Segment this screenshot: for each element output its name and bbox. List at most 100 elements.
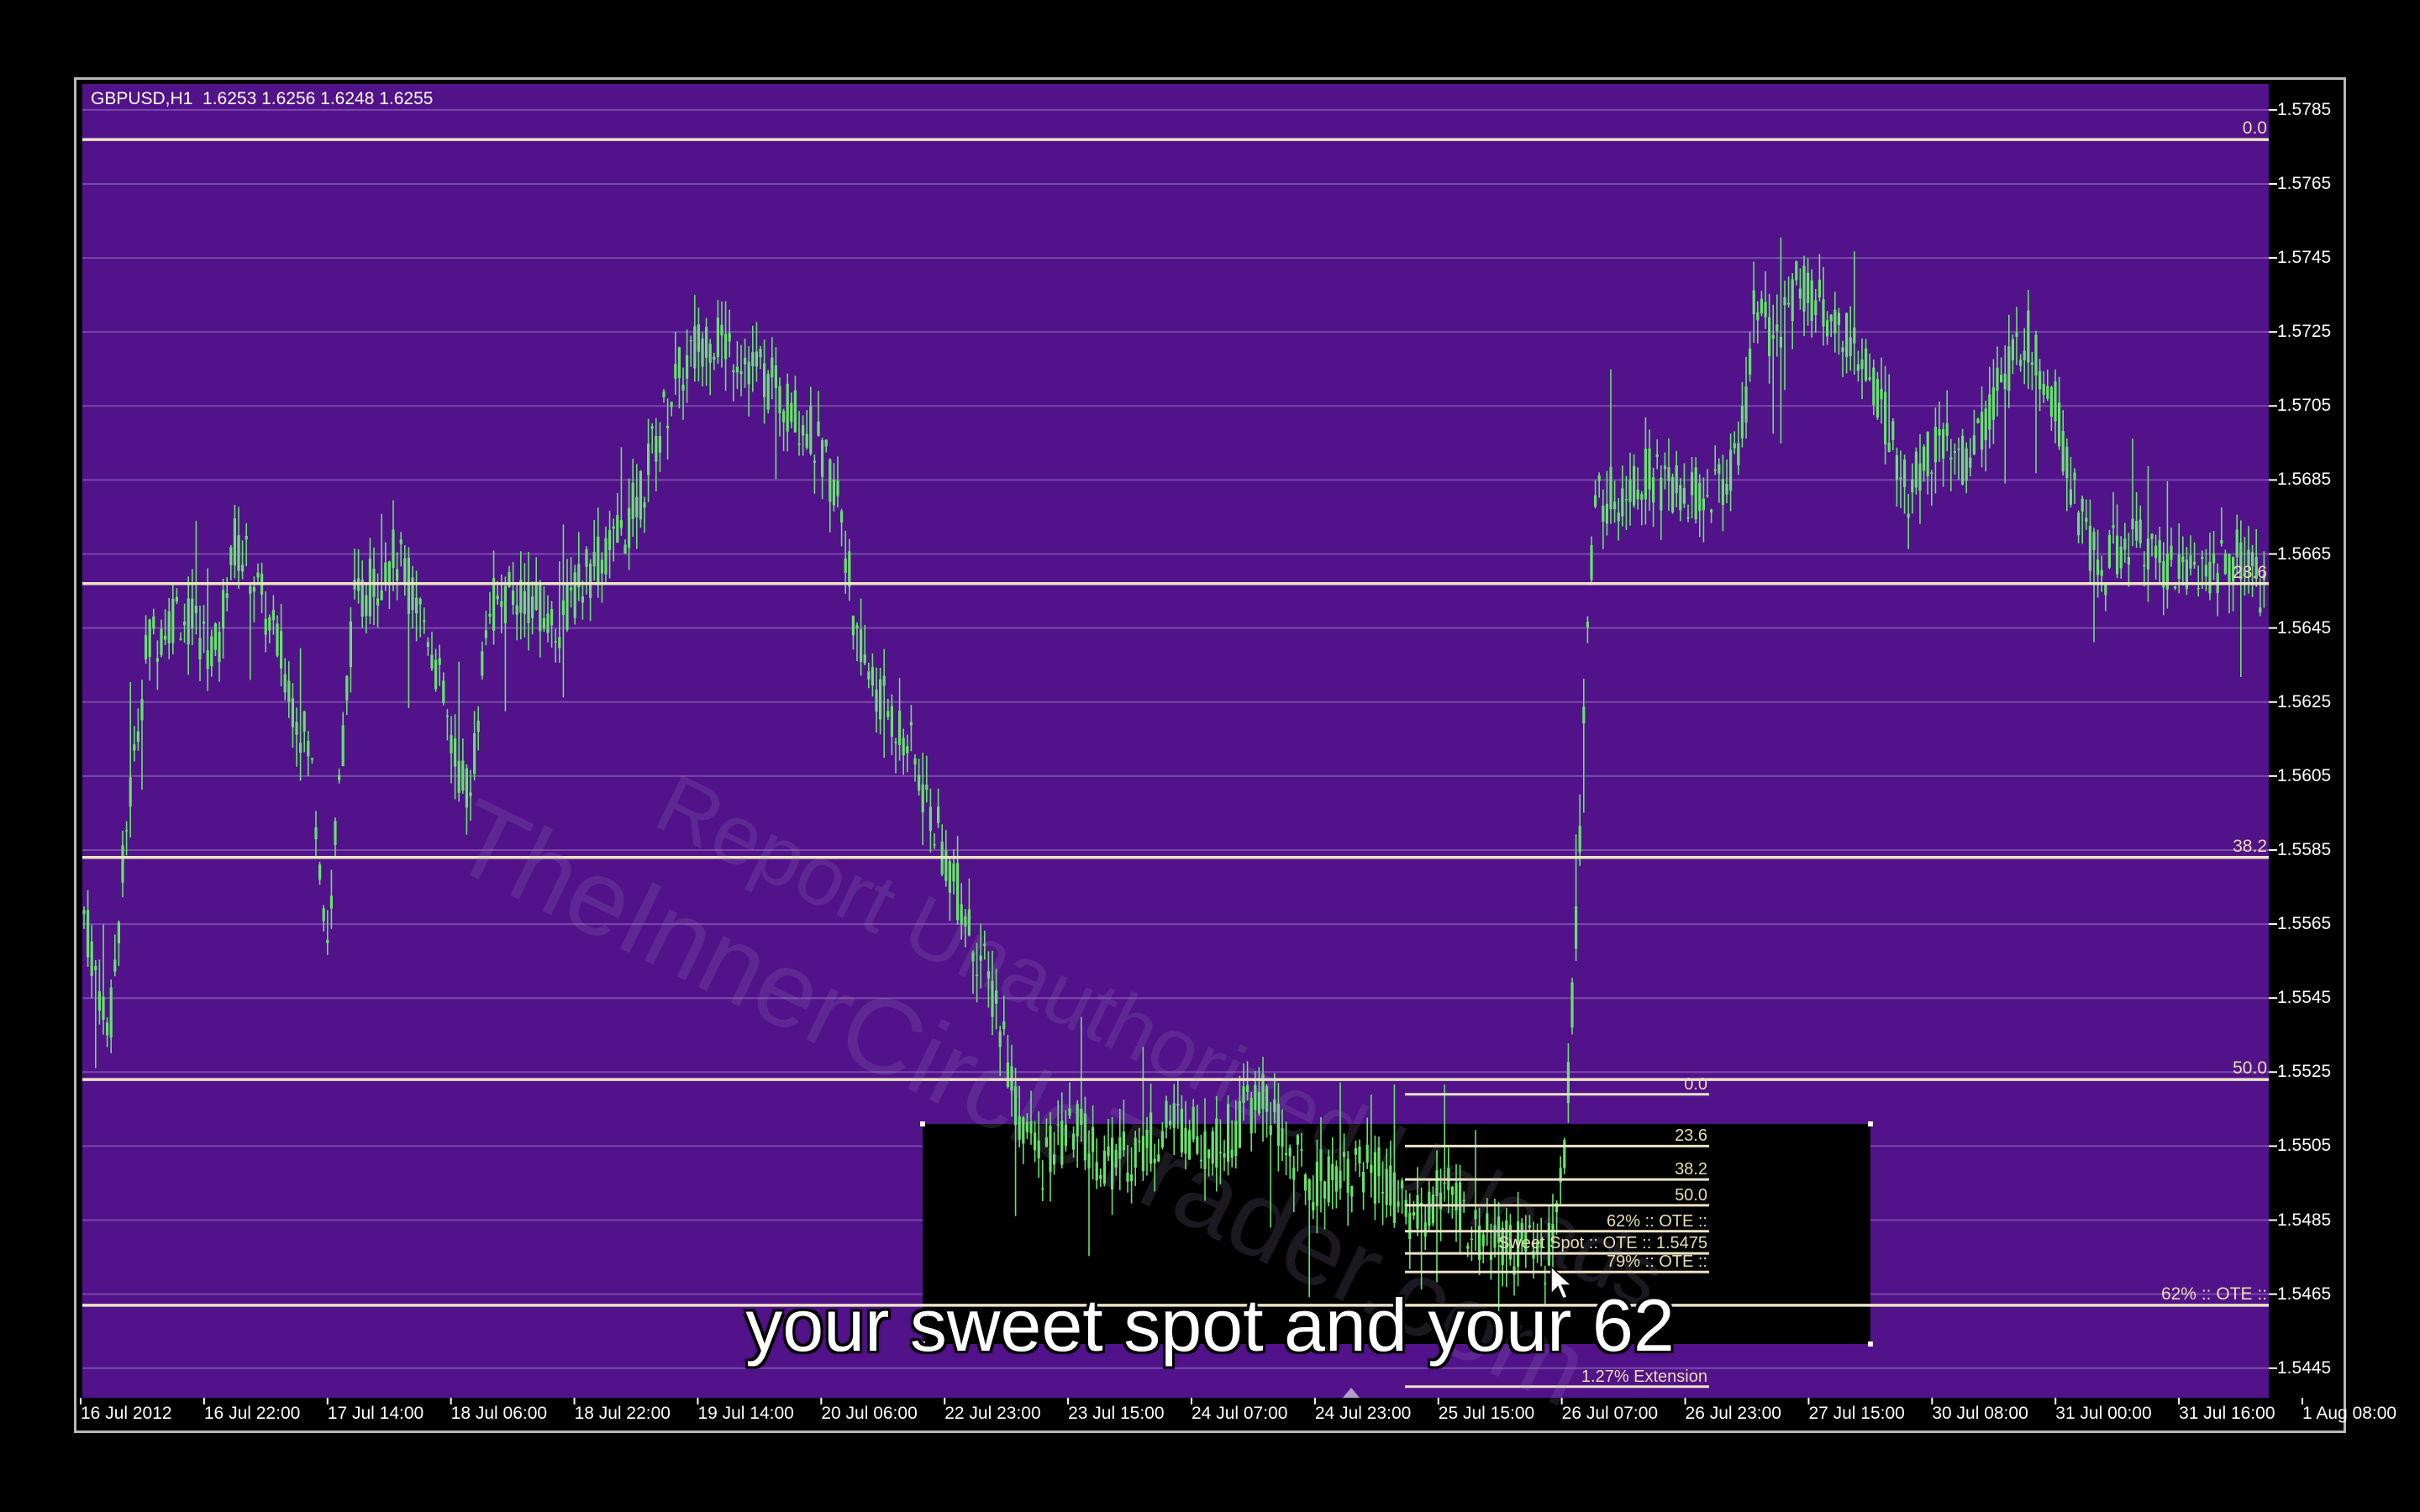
candle-body [345, 675, 349, 701]
candle-body [241, 564, 245, 572]
candle-body [222, 590, 225, 629]
candle-body [1401, 1180, 1404, 1189]
candle-body [786, 383, 789, 432]
candle-body [1996, 367, 1999, 391]
candle-body [213, 623, 217, 650]
candle-body [1933, 426, 1937, 463]
candle-body [1184, 1127, 1187, 1154]
small-fib-label: 50.0 [1675, 1185, 1707, 1205]
candle-body [1111, 1137, 1114, 1190]
time-axis-label: 26 Jul 07:00 [1561, 1404, 1659, 1423]
candlesticks [82, 237, 2265, 1338]
candle-body [1404, 1200, 1407, 1217]
candle-body [484, 630, 487, 638]
candle-body [686, 355, 689, 379]
candle-body [2100, 570, 2103, 576]
candle-body [1976, 418, 1980, 423]
candle-body [647, 444, 650, 475]
candle-body [616, 515, 619, 543]
candle-body [1466, 1245, 1470, 1249]
candle-body [1029, 1121, 1033, 1134]
candle-body [106, 1022, 109, 1036]
candle-body [1307, 1179, 1311, 1200]
candle-body [322, 908, 325, 921]
candle-body [1682, 487, 1686, 504]
candle-body [1624, 499, 1628, 501]
candle-body [307, 741, 310, 757]
candle-body [1938, 428, 1941, 436]
candle-body [1486, 1213, 1489, 1231]
candle-body [1860, 359, 1864, 370]
candle-body [666, 425, 670, 428]
candle-body [1706, 495, 1709, 497]
candle-body [1655, 454, 1659, 457]
candle-body [2011, 339, 2014, 360]
candle-body [291, 698, 294, 727]
candle-body [2104, 585, 2107, 596]
candle-body [619, 520, 623, 528]
candle-body [967, 909, 971, 936]
candle-body [1760, 298, 1763, 314]
candle-body [310, 758, 313, 760]
candle-body [194, 606, 197, 614]
candle-body [2232, 557, 2235, 582]
candle-body [1539, 1239, 1543, 1248]
candle-body [434, 659, 438, 690]
candle-body [1288, 1147, 1292, 1157]
fib-level-label: 23.6 [2233, 562, 2267, 582]
candle-body [1532, 1251, 1535, 1259]
candle-body [933, 844, 936, 846]
candle-body [1397, 1201, 1400, 1207]
candle-body [1880, 389, 1883, 400]
fib-level-label: 62% :: OTE :: [2160, 1284, 2267, 1304]
candle-body [751, 352, 755, 367]
candle-body [1145, 1130, 1149, 1148]
candle-body [2000, 375, 2003, 382]
candle-body [1331, 1163, 1334, 1181]
candle-body [2015, 332, 2018, 337]
symbol-info: GBPUSD,H1 1.6253 1.6256 1.6248 1.6255 [91, 89, 434, 108]
candle-body [1605, 503, 1608, 524]
candle-body [2081, 498, 2084, 512]
candle-body [496, 595, 499, 600]
candle-body [793, 390, 797, 433]
time-axis-label: 31 Jul 00:00 [2055, 1404, 2152, 1423]
candle-body [991, 980, 994, 1017]
candle-body [797, 443, 801, 445]
candle-body [341, 725, 345, 767]
candle-body [2096, 559, 2100, 575]
candle-body [735, 366, 739, 373]
time-axis-label: 16 Jul 2012 [81, 1404, 172, 1423]
candle-body [418, 598, 422, 605]
candle-body [817, 421, 820, 436]
candle-body [542, 617, 545, 629]
candle-body [1358, 1146, 1361, 1163]
candle-body [1254, 1084, 1257, 1110]
candle-body [295, 722, 298, 735]
candle-body [782, 411, 786, 423]
small-fib-label: 23.6 [1675, 1126, 1707, 1146]
candle-body [1130, 1174, 1134, 1182]
candle-body [1675, 465, 1678, 494]
candle-body [550, 609, 554, 626]
candle-body [689, 340, 692, 342]
candle-body [713, 356, 716, 360]
candle-body [1981, 412, 1984, 450]
candle-body [956, 863, 960, 921]
candle-body [1845, 312, 1849, 358]
candle-body [1107, 1146, 1110, 1157]
candle-body [476, 720, 480, 732]
candle-body [2177, 554, 2181, 580]
candle-body [1172, 1103, 1176, 1128]
candle-body [2162, 561, 2165, 588]
candle-body [1431, 1194, 1434, 1224]
candle-body [2243, 569, 2246, 575]
candle-body [1227, 1104, 1230, 1163]
candle-body [271, 610, 275, 621]
candle-body [677, 347, 681, 379]
candle-body [2065, 446, 2069, 479]
candle-body [523, 591, 526, 614]
candle-body [1575, 906, 1578, 949]
candle-body [2143, 564, 2146, 567]
